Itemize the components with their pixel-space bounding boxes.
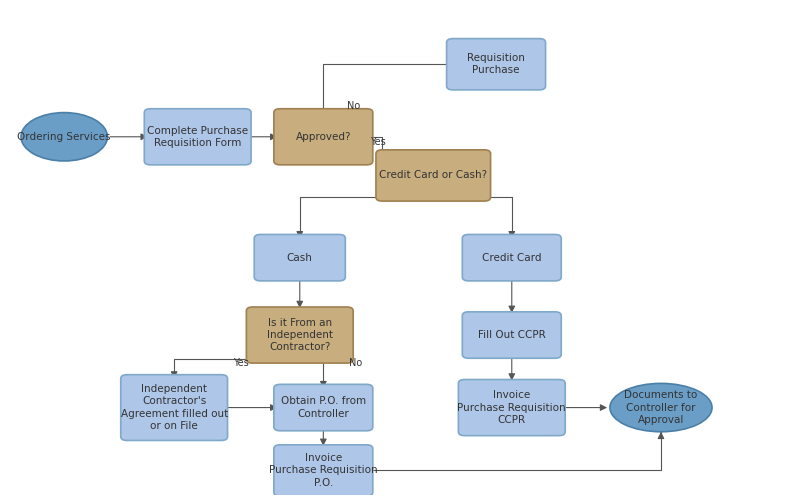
Text: Obtain P.O. from
Controller: Obtain P.O. from Controller: [281, 396, 366, 419]
Ellipse shape: [610, 383, 712, 432]
FancyBboxPatch shape: [255, 235, 345, 281]
Text: Ordering Services: Ordering Services: [17, 132, 111, 142]
Text: Approved?: Approved?: [296, 132, 351, 142]
FancyBboxPatch shape: [121, 374, 228, 440]
Text: Cash: Cash: [287, 252, 313, 263]
FancyBboxPatch shape: [274, 445, 373, 496]
Text: Independent
Contractor's
Agreement filled out
or on File: Independent Contractor's Agreement fille…: [121, 384, 228, 431]
FancyBboxPatch shape: [463, 312, 561, 358]
Text: Fill Out CCPR: Fill Out CCPR: [478, 330, 545, 340]
FancyBboxPatch shape: [463, 235, 561, 281]
Text: Invoice
Purchase Requisition
CCPR: Invoice Purchase Requisition CCPR: [458, 390, 566, 425]
Text: Credit Card or Cash?: Credit Card or Cash?: [379, 171, 487, 181]
FancyBboxPatch shape: [274, 384, 373, 431]
FancyBboxPatch shape: [247, 307, 353, 363]
Text: Documents to
Controller for
Approval: Documents to Controller for Approval: [624, 390, 697, 425]
Text: Yes: Yes: [370, 137, 386, 147]
Text: Invoice
Purchase Requisition
P.O.: Invoice Purchase Requisition P.O.: [269, 453, 377, 488]
Text: No: No: [349, 358, 362, 368]
Text: Yes: Yes: [233, 358, 249, 368]
Text: Credit Card: Credit Card: [482, 252, 541, 263]
FancyBboxPatch shape: [447, 39, 545, 90]
Text: No: No: [347, 101, 360, 111]
Text: Requisition
Purchase: Requisition Purchase: [467, 53, 525, 75]
FancyBboxPatch shape: [274, 109, 373, 165]
FancyBboxPatch shape: [459, 379, 565, 435]
Text: Complete Purchase
Requisition Form: Complete Purchase Requisition Form: [147, 125, 248, 148]
Text: Is it From an
Independent
Contractor?: Is it From an Independent Contractor?: [267, 317, 333, 353]
FancyBboxPatch shape: [144, 109, 251, 165]
Ellipse shape: [21, 113, 107, 161]
FancyBboxPatch shape: [376, 150, 491, 201]
